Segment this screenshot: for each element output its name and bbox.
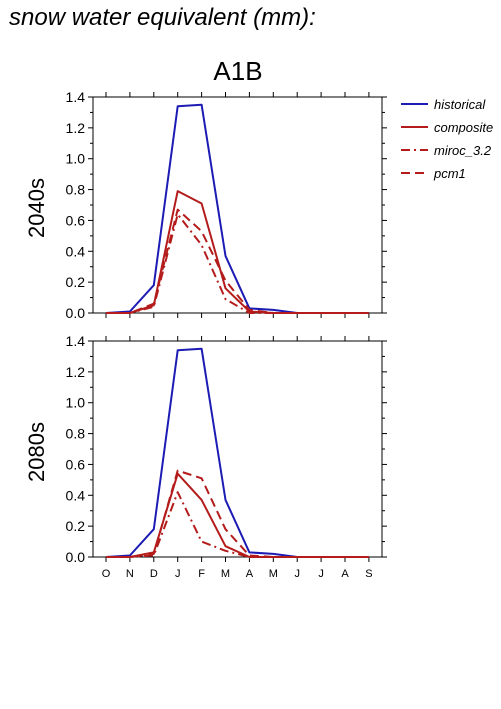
y-tick-label: 1.4 xyxy=(66,89,86,105)
x-tick-label: D xyxy=(150,568,158,580)
y-tick-label: 0.0 xyxy=(66,305,86,321)
legend-label: miroc_3.2 xyxy=(434,143,492,158)
series-line-pcm1 xyxy=(106,208,369,314)
y-tick-label: 0.8 xyxy=(66,182,86,198)
x-tick-label: A xyxy=(246,568,254,580)
y-tick-label: 0.6 xyxy=(66,212,86,228)
x-tick-label: O xyxy=(102,568,111,580)
x-tick-label: J xyxy=(318,568,324,580)
series-line-historical xyxy=(105,347,369,558)
y-tick-label: 1.2 xyxy=(66,364,86,380)
chart-panel-2040s: 0.0 0.2 0.4 0.6 0.8 1.0 1.2 1.4 xyxy=(66,89,387,321)
x-tick-label: S xyxy=(365,568,372,580)
y-tick-label: 0.8 xyxy=(66,426,86,442)
y-tick-label: 1.4 xyxy=(66,333,86,349)
y-tick-label: 0.0 xyxy=(66,549,86,565)
x-tick-label: J xyxy=(175,568,181,580)
series-line-pcm1 xyxy=(106,469,369,558)
y-tick-label: 0.6 xyxy=(66,456,86,472)
series-line-historical xyxy=(105,103,369,314)
x-tick-label: F xyxy=(198,568,205,580)
scenario-title: A1B xyxy=(213,56,263,86)
y-tick-label: 1.2 xyxy=(66,120,86,136)
legend-label: historical xyxy=(434,97,486,112)
x-tick-label: M xyxy=(221,568,230,580)
y-tick-label: 1.0 xyxy=(66,151,86,167)
series-line-miroc-3-2 xyxy=(106,213,369,314)
x-tick-label: M xyxy=(269,568,278,580)
y-tick-label: 0.4 xyxy=(66,243,86,259)
legend: historical composite miroc_3.2 pcm1 xyxy=(401,97,493,181)
y-tick-label: 0.2 xyxy=(66,518,86,534)
page-title: snow water equivalent (mm): xyxy=(9,4,316,31)
series-line-miroc-3-2 xyxy=(106,491,369,558)
x-tick-label: J xyxy=(294,568,300,580)
y-tick-label: 0.2 xyxy=(66,274,86,290)
legend-label: pcm1 xyxy=(433,166,466,181)
series-line-composite xyxy=(106,472,369,558)
y-tick-label: 0.4 xyxy=(66,487,86,503)
y-tick-label: 1.0 xyxy=(66,395,86,411)
x-tick-label: N xyxy=(126,568,134,580)
legend-label: composite xyxy=(434,120,493,135)
chart-panel-2080s: 0.0 0.2 0.4 0.6 0.8 1.0 1.2 1.4 O N D J F M A M J J A S xyxy=(66,333,387,580)
x-tick-label: A xyxy=(341,568,349,580)
